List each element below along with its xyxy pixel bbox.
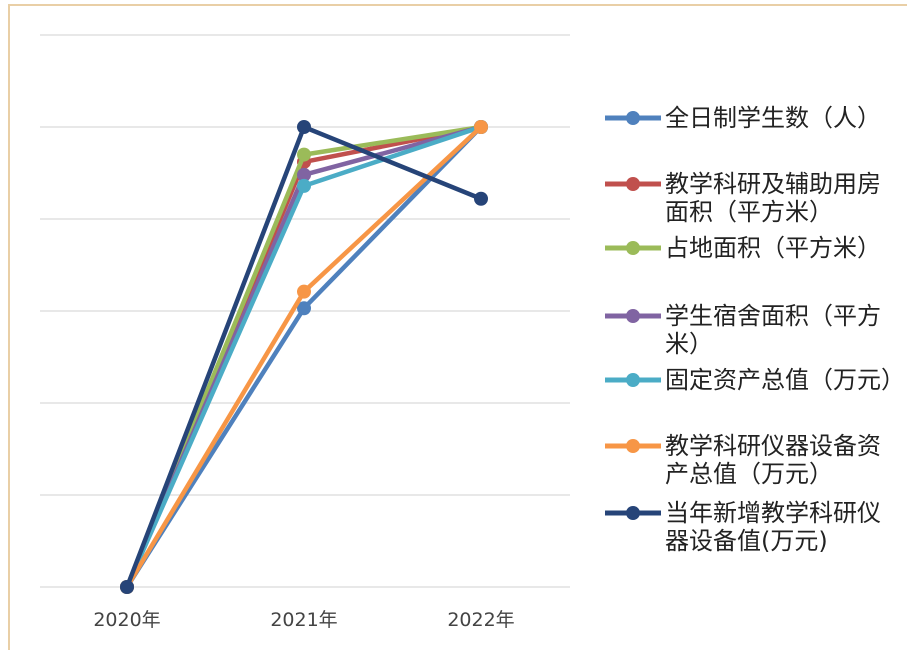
legend-label: 全日制学生数（人） bbox=[665, 104, 881, 132]
legend-item: 学生宿舍面积（平方米） bbox=[603, 302, 891, 358]
legend-item: 教学科研及辅助用房面积（平方米） bbox=[603, 170, 891, 226]
legend-item: 教学科研仪器设备资产总值（万元） bbox=[603, 432, 891, 488]
legend-label: 教学科研仪器设备资产总值（万元） bbox=[665, 432, 881, 488]
series-line bbox=[124, 124, 482, 588]
point bbox=[297, 167, 311, 182]
point bbox=[297, 178, 311, 193]
point bbox=[474, 191, 488, 206]
frame bbox=[8, 4, 907, 650]
legend-dot bbox=[626, 373, 640, 387]
legend-label: 占地面积（平方米） bbox=[665, 234, 881, 262]
legend-marker bbox=[605, 177, 661, 191]
legend-marker bbox=[605, 241, 661, 255]
point bbox=[297, 284, 311, 299]
legend-dot bbox=[626, 309, 640, 323]
point bbox=[297, 120, 311, 134]
series-line bbox=[124, 124, 482, 588]
legend-dot bbox=[626, 177, 640, 191]
point bbox=[120, 580, 134, 594]
x-tick-label: 2021年 bbox=[270, 609, 337, 631]
point bbox=[474, 120, 488, 134]
legend-dot bbox=[626, 241, 640, 255]
legend-label: 固定资产总值（万元） bbox=[665, 366, 905, 394]
legend-label: 学生宿舍面积（平方米） bbox=[665, 302, 881, 358]
legend-item: 当年新增教学科研仪器设备值(万元) bbox=[603, 499, 891, 555]
x-tick-label: 2022年 bbox=[447, 609, 514, 631]
legend-label: 教学科研及辅助用房面积（平方米） bbox=[665, 170, 881, 226]
series-line bbox=[124, 124, 482, 588]
legend-item: 全日制学生数（人） bbox=[603, 104, 891, 134]
series-line bbox=[124, 124, 482, 588]
series-line bbox=[124, 124, 482, 588]
point bbox=[297, 301, 311, 316]
series-line bbox=[125, 125, 483, 589]
legend-dot bbox=[626, 506, 640, 520]
legend-dot bbox=[626, 439, 640, 453]
legend-dot bbox=[626, 111, 640, 125]
legend-item: 固定资产总值（万元） bbox=[603, 366, 905, 396]
legend-label: 当年新增教学科研仪器设备值(万元) bbox=[665, 499, 881, 555]
legend-marker bbox=[605, 373, 661, 387]
legend-item: 占地面积（平方米） bbox=[603, 234, 891, 264]
legend-marker bbox=[605, 111, 661, 125]
series-line bbox=[125, 125, 483, 589]
legend-marker bbox=[605, 506, 661, 520]
legend-marker bbox=[605, 309, 661, 323]
legend-marker bbox=[605, 439, 661, 453]
point bbox=[297, 147, 311, 162]
x-tick-label: 2020年 bbox=[93, 609, 160, 631]
